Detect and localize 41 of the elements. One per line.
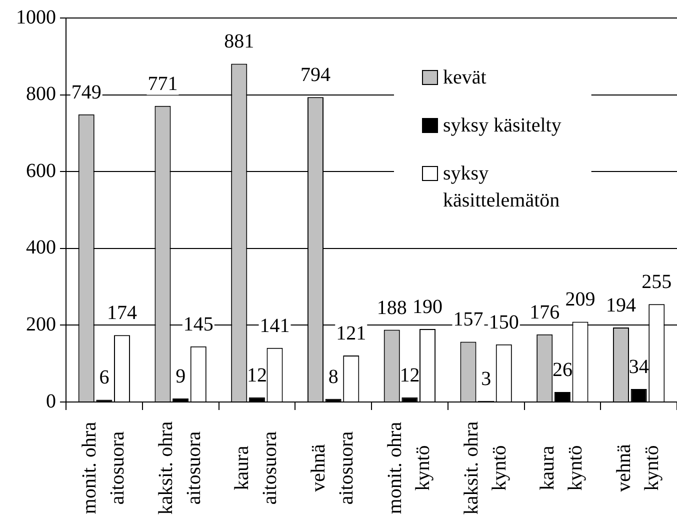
data-label: 8	[328, 366, 338, 388]
data-label: 150	[488, 311, 519, 334]
data-label: 145	[183, 313, 214, 336]
data-label: 121	[336, 322, 366, 345]
data-label: 794	[300, 64, 330, 86]
data-label: 176	[530, 301, 560, 324]
y-tick-label: 200	[26, 313, 56, 336]
x-tick-label: kaksit. ohra kyntö	[460, 421, 510, 515]
data-label: 12	[246, 364, 267, 386]
x-tick-label: vehnä aitosuora	[308, 431, 358, 505]
x-tick-label: kaksit. ohra aitosuora	[154, 421, 205, 515]
data-label: 157	[453, 308, 484, 331]
data-label: 209	[565, 288, 596, 311]
data-label: 194	[606, 294, 636, 317]
y-tick-label: 400	[26, 236, 56, 259]
x-tick-label: kaura aitosuora	[231, 431, 282, 505]
x-tick-label: vehnä kyntö	[613, 444, 664, 492]
data-label: 6	[99, 366, 110, 389]
legend-label: kevät	[443, 66, 487, 88]
data-label: 881	[224, 30, 254, 53]
data-label: 9	[176, 366, 186, 388]
legend-label: syksy käsittelemätön	[443, 162, 560, 212]
data-label: 34	[628, 356, 649, 378]
data-label: 749	[71, 81, 102, 104]
y-tick-label: 600	[26, 160, 56, 182]
data-label: 190	[412, 296, 443, 318]
data-label: 174	[107, 302, 138, 324]
data-label: 12	[400, 364, 420, 386]
data-label: 141	[260, 314, 290, 337]
y-tick-label: 800	[26, 83, 56, 106]
data-label: 255	[642, 271, 672, 294]
y-tick-label: 0	[46, 390, 56, 412]
x-tick-label: kaura kyntö	[536, 445, 587, 491]
x-tick-label: monit. ohra aitosuora	[78, 422, 128, 514]
x-tick-label: monit. ohra kyntö	[384, 422, 434, 514]
data-label: 3	[481, 368, 492, 390]
legend-label: syksy käsitelty	[443, 114, 562, 136]
data-label: 26	[552, 359, 572, 382]
data-label: 188	[376, 296, 407, 319]
y-tick-label: 1000	[16, 6, 56, 28]
data-label: 771	[148, 72, 178, 95]
